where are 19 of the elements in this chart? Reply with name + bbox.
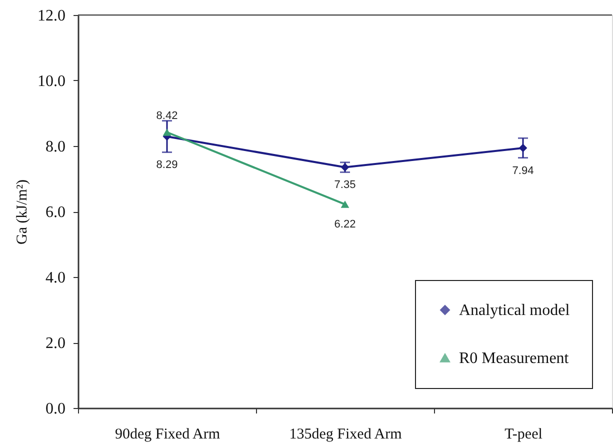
point [518, 144, 528, 152]
data-label: 7.94 [512, 164, 534, 177]
y-tick-label: 6.0 [46, 204, 66, 221]
x-tick-label: 90deg Fixed Arm [115, 426, 220, 442]
y-tick-label: 8.0 [46, 138, 66, 156]
y-axis-title: Ga (kJ/m²) [14, 180, 30, 244]
y-tick-label: 12.0 [38, 8, 66, 24]
data-label: 7.35 [334, 179, 356, 192]
y-tick-label: 0.0 [46, 400, 66, 418]
y-tick-label: 4.0 [46, 270, 66, 286]
x-tick-label: T-peel [504, 426, 542, 442]
data-label: 8.29 [156, 159, 178, 172]
x-tick-label: 135deg Fixed Arm [289, 426, 402, 442]
y-tick-label: 2.0 [46, 335, 66, 352]
legend-label: Analytical model [459, 302, 570, 319]
y-tick-label: 10.0 [38, 73, 66, 90]
data-label: 6.22 [334, 218, 356, 230]
legend-label: R0 Measurement [459, 350, 570, 367]
data-label: 8.42 [156, 110, 178, 122]
